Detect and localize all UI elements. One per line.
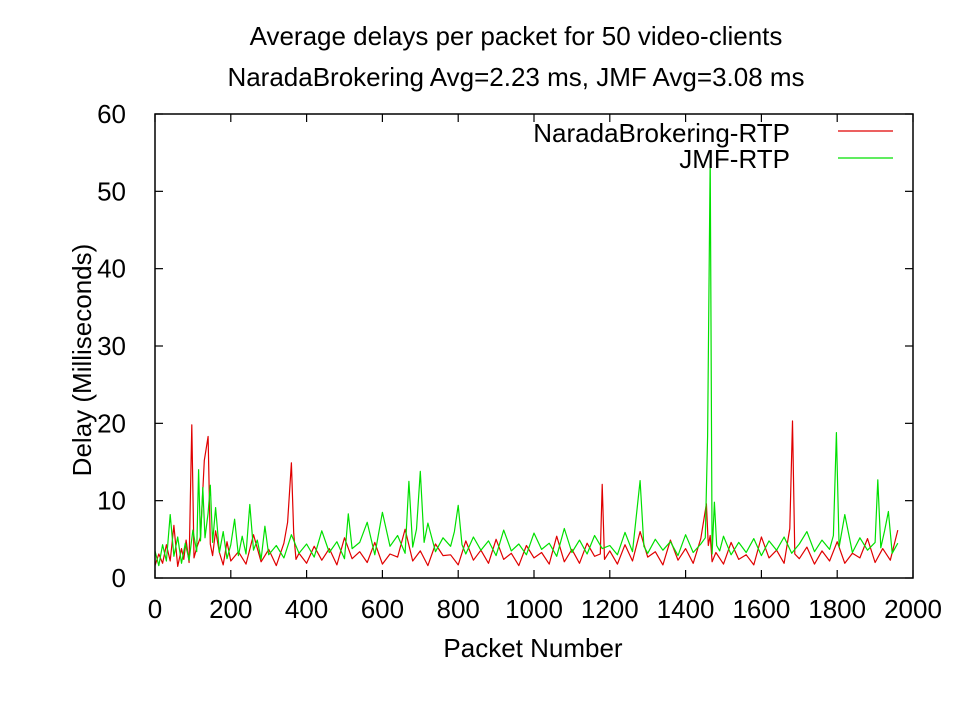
x-tick-label: 600 xyxy=(361,594,404,624)
y-axis-label: Delay (Milliseconds) xyxy=(67,244,97,477)
plot-frame xyxy=(154,113,914,579)
y-axis-ticks: 0 10 20 30 40 50 60 xyxy=(97,99,913,593)
legend: NaradaBrokering-RTP JMF-RTP xyxy=(533,118,893,174)
legend-label-jmf: JMF-RTP xyxy=(679,144,790,174)
y-tick-label: 60 xyxy=(97,99,126,129)
plot-lines xyxy=(154,155,899,568)
x-tick-label: 200 xyxy=(209,594,252,624)
series-line-jmf xyxy=(154,155,899,567)
x-tick-label: 1800 xyxy=(808,594,866,624)
y-tick-label: 50 xyxy=(97,176,126,206)
legend-label-narada: NaradaBrokering-RTP xyxy=(533,118,790,148)
x-tick-label: 1600 xyxy=(732,594,790,624)
x-axis-ticks: 0 200 400 600 800 1000 1200 1400 1600 1800 2000 xyxy=(148,114,942,624)
series-line-narada xyxy=(154,420,899,568)
chart-subtitle: NaradaBrokering Avg=2.23 ms, JMF Avg=3.0… xyxy=(227,62,804,92)
x-axis-label: Packet Number xyxy=(443,633,623,663)
y-tick-label: 30 xyxy=(97,331,126,361)
x-tick-label: 1400 xyxy=(657,594,715,624)
y-tick-label: 10 xyxy=(97,486,126,516)
y-tick-label: 40 xyxy=(97,254,126,284)
x-tick-label: 1000 xyxy=(505,594,563,624)
y-tick-label: 20 xyxy=(97,408,126,438)
chart-title: Average delays per packet for 50 video-c… xyxy=(250,21,783,51)
x-tick-label: 2000 xyxy=(884,594,942,624)
x-tick-label: 400 xyxy=(285,594,328,624)
x-tick-label: 800 xyxy=(437,594,480,624)
x-tick-label: 0 xyxy=(148,594,162,624)
x-tick-label: 1200 xyxy=(581,594,639,624)
y-tick-label: 0 xyxy=(112,563,126,593)
